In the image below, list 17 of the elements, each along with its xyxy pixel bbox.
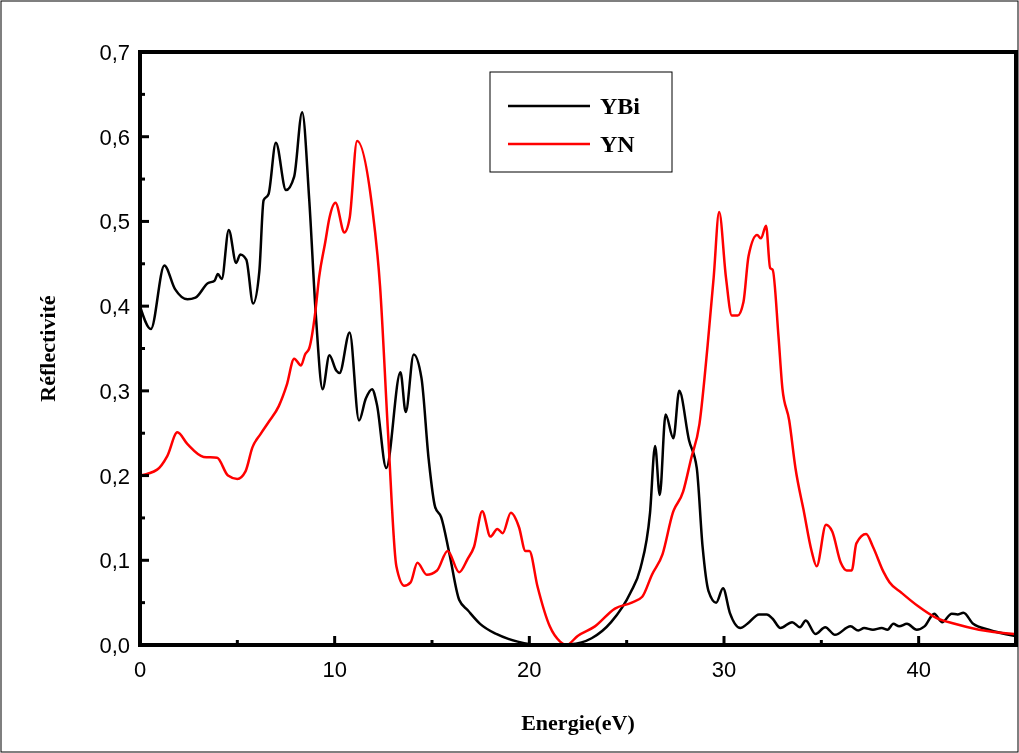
x-tick-label: 0 xyxy=(133,657,147,682)
y-tick-label: 0,5 xyxy=(99,209,130,235)
y-tick-label: 0,6 xyxy=(99,124,130,150)
x-tick-label: 40 xyxy=(906,657,931,682)
x-axis-title: Energie(eV) xyxy=(521,710,635,735)
y-tick-label: 0,4 xyxy=(99,294,130,320)
y-tick-label: 0,3 xyxy=(99,378,130,404)
x-tick-label: 30 xyxy=(711,657,737,682)
y-tick-label: 0,1 xyxy=(99,548,130,574)
legend-label: YN xyxy=(600,131,636,157)
y-tick-label: 0,7 xyxy=(99,40,130,65)
legend-label: YBi xyxy=(600,93,641,119)
y-axis-title: Réflectivité xyxy=(35,295,60,402)
y-tick-label: 0,2 xyxy=(99,463,130,489)
x-tick-label: 10 xyxy=(322,657,347,682)
x-tick-label: 20 xyxy=(517,657,542,682)
y-tick-label: 0,0 xyxy=(99,633,130,658)
